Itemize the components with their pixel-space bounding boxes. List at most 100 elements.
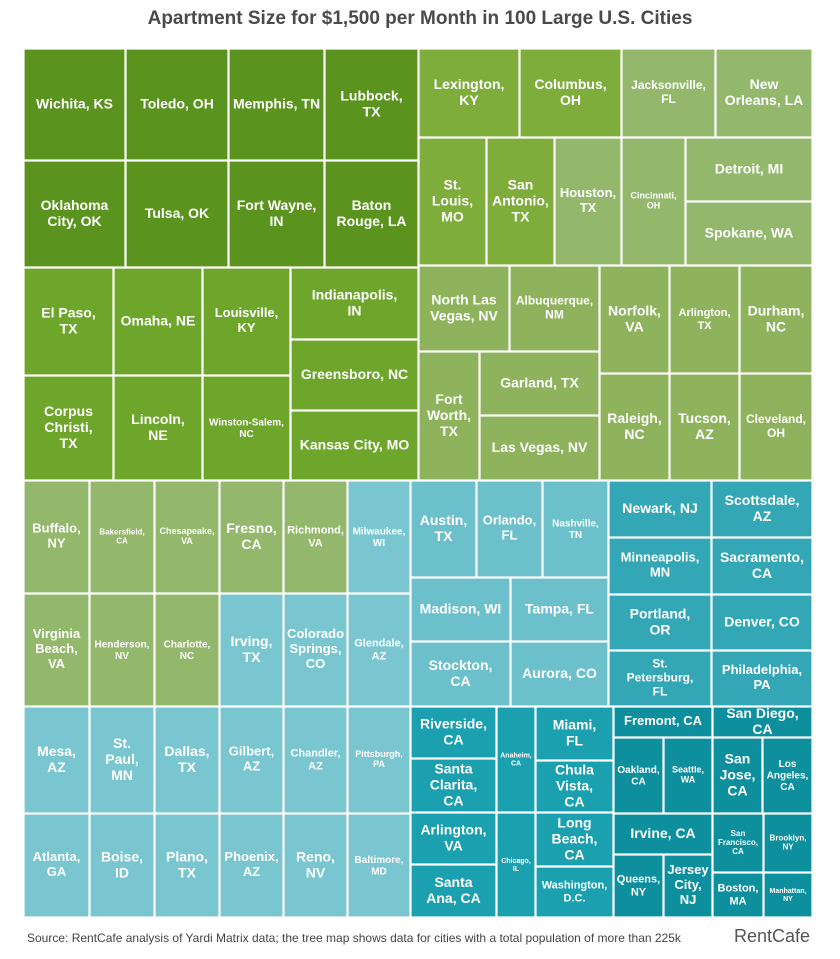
cell-boise-id: [89, 813, 155, 917]
label-gilbert-az: Gilbert, AZ: [229, 744, 275, 774]
cell-spokane-wa: [685, 201, 812, 266]
cell-new-orleans-la: [715, 49, 812, 138]
cell-el-paso-tx: [24, 267, 114, 376]
cell-scottsdale-az: [711, 480, 812, 538]
label-newark-nj: Newark, NJ: [622, 500, 697, 516]
label-chesapeake-va: Chesapeake, VA: [159, 526, 214, 546]
cell-dallas-tx: [154, 706, 220, 814]
label-arlington-va: Arlington, VA: [420, 821, 486, 853]
cell-madison-wi: [410, 577, 511, 642]
cell-irvine-ca: [613, 813, 713, 855]
cell-omaha-ne: [113, 267, 203, 376]
label-miami-fl: Miami, FL: [553, 716, 597, 748]
cell-oklahoma-city-ok: [24, 160, 126, 268]
cell-brooklyn-ny: [763, 813, 812, 873]
cell-tucson-az: [669, 373, 740, 481]
label-pittsburgh-pa: Pittsburgh, PA: [355, 749, 403, 769]
label-colorado-springs-co: Colorado Springs, CO: [287, 626, 344, 671]
chart-title: Apartment Size for $1,500 per Month in 1…: [147, 8, 693, 29]
cell-greensboro-nc: [290, 339, 419, 411]
cell-durham-nc: [739, 265, 812, 374]
label-aurora-co: Aurora, CO: [522, 665, 597, 681]
label-durham-nc: Durham, NC: [748, 302, 805, 334]
label-long-beach-ca: Long Beach, CA: [552, 814, 598, 862]
cell-long-beach-ca: [535, 812, 614, 867]
cell-fort-wayne-in: [228, 160, 325, 268]
label-san-francisco-ca: San Francisco, CA: [718, 829, 758, 856]
label-new-orleans-la: New Orleans, LA: [725, 76, 804, 108]
cell-bakersfield-ca: [89, 480, 155, 594]
label-milwaukee-wi: Milwaukee, WI: [353, 526, 406, 549]
cell-manhattan-ny: [763, 872, 812, 917]
label-santa-ana-ca: Santa Ana, CA: [426, 874, 480, 906]
cell-chicago-il: [496, 812, 536, 917]
cell-toledo-oh: [125, 49, 229, 161]
label-jacksonville-fl: Jacksonville, FL: [631, 78, 706, 106]
label-oklahoma-city-ok: Oklahoma City, OK: [41, 197, 109, 229]
cell-boston-ma: [712, 872, 764, 917]
cell-baltimore-md: [347, 813, 411, 917]
label-orlando-fl: Orlando, FL: [483, 513, 536, 543]
cell-jacksonville-fl: [621, 49, 716, 138]
label-boston-ma: Boston, MA: [718, 883, 759, 908]
cell-santa-clarita-ca: [410, 758, 497, 813]
label-st-paul-mn: St. Paul, MN: [105, 735, 138, 783]
label-tucson-az: Tucson, AZ: [678, 410, 731, 442]
label-henderson-nv: Henderson, NV: [94, 639, 149, 662]
cell-san-francisco-ca: [712, 813, 764, 873]
cell-anaheim-ca: [496, 706, 536, 813]
cell-st-louis-mo: [418, 137, 487, 266]
label-scottsdale-az: Scottsdale, AZ: [725, 492, 800, 524]
label-richmond-va: Richmond, VA: [287, 525, 344, 550]
label-philadelphia-pa: Philadelphia, PA: [722, 662, 802, 692]
label-dallas-tx: Dallas, TX: [164, 743, 209, 775]
cell-riverside-ca: [410, 706, 497, 759]
cell-tulsa-ok: [125, 160, 229, 268]
source-note: Source: RentCafe analysis of Yardi Matri…: [27, 931, 681, 945]
label-fort-wayne-in: Fort Wayne, IN: [237, 197, 317, 229]
label-houston-tx: Houston, TX: [560, 185, 616, 215]
cell-lexington-ky: [418, 49, 520, 138]
label-north-las-vegas-nv: North Las Vegas, NV: [430, 291, 498, 323]
cell-irving-tx: [219, 593, 284, 707]
cell-phoenix-az: [219, 813, 284, 917]
label-lexington-ky: Lexington, KY: [434, 76, 505, 108]
cell-newark-nj: [608, 480, 712, 538]
cell-raleigh-nc: [599, 373, 670, 481]
label-fort-worth-tx: Fort Worth, TX: [427, 391, 471, 439]
label-santa-clarita-ca: Santa Clarita, CA: [430, 760, 477, 808]
cell-wichita-ks: [24, 49, 126, 161]
label-louisville-ky: Louisville, KY: [215, 305, 279, 335]
label-albuquerque-nm: Albuquerque, NM: [516, 294, 593, 322]
cell-garland-tx: [479, 351, 600, 416]
label-cincinnati-oh: Cincinnati, OH: [630, 191, 676, 211]
cell-columbus-oh: [519, 49, 622, 138]
label-austin-tx: Austin, TX: [420, 512, 467, 544]
label-bakersfield-ca: Bakersfield, CA: [99, 528, 144, 546]
cell-seattle-wa: [663, 737, 713, 814]
treemap-chart: Wichita, KS Toledo, OH Memphis, TN Lubbock,…: [24, 49, 812, 917]
label-san-diego-ca: San Diego, CA: [726, 705, 798, 737]
cell-denver-co: [711, 594, 812, 651]
label-raleigh-nc: Raleigh, NC: [607, 410, 661, 442]
label-minneapolis-mn: Minneapolis, MN: [621, 550, 700, 580]
cell-corpus-christi-tx: [24, 375, 114, 481]
label-stockton-ca: Stockton, CA: [429, 657, 493, 689]
cell-colorado-springs-co: [283, 593, 348, 707]
label-reno-nv: Reno, NV: [296, 848, 335, 880]
cell-buffalo-ny: [24, 480, 90, 594]
cell-glendale-az: [347, 593, 411, 707]
cell-albuquerque-nm: [509, 265, 600, 352]
label-toledo-oh: Toledo, OH: [140, 95, 214, 111]
label-norfolk-va: Norfolk, VA: [608, 302, 661, 334]
label-fresno-ca: Fresno, CA: [226, 520, 277, 552]
cell-detroit-mi: [685, 137, 812, 202]
label-manhattan-ny: Manhattan, NY: [770, 888, 807, 903]
cell-oakland-ca: [613, 737, 664, 814]
label-el-paso-tx: El Paso, TX: [41, 304, 95, 336]
label-los-angeles-ca: Los Angeles, CA: [767, 759, 809, 793]
label-spokane-wa: Spokane, WA: [705, 224, 794, 240]
label-mesa-az: Mesa, AZ: [37, 743, 76, 775]
cell-baton-rouge-la: [324, 160, 419, 268]
label-sacramento-ca: Sacramento, CA: [720, 549, 804, 581]
